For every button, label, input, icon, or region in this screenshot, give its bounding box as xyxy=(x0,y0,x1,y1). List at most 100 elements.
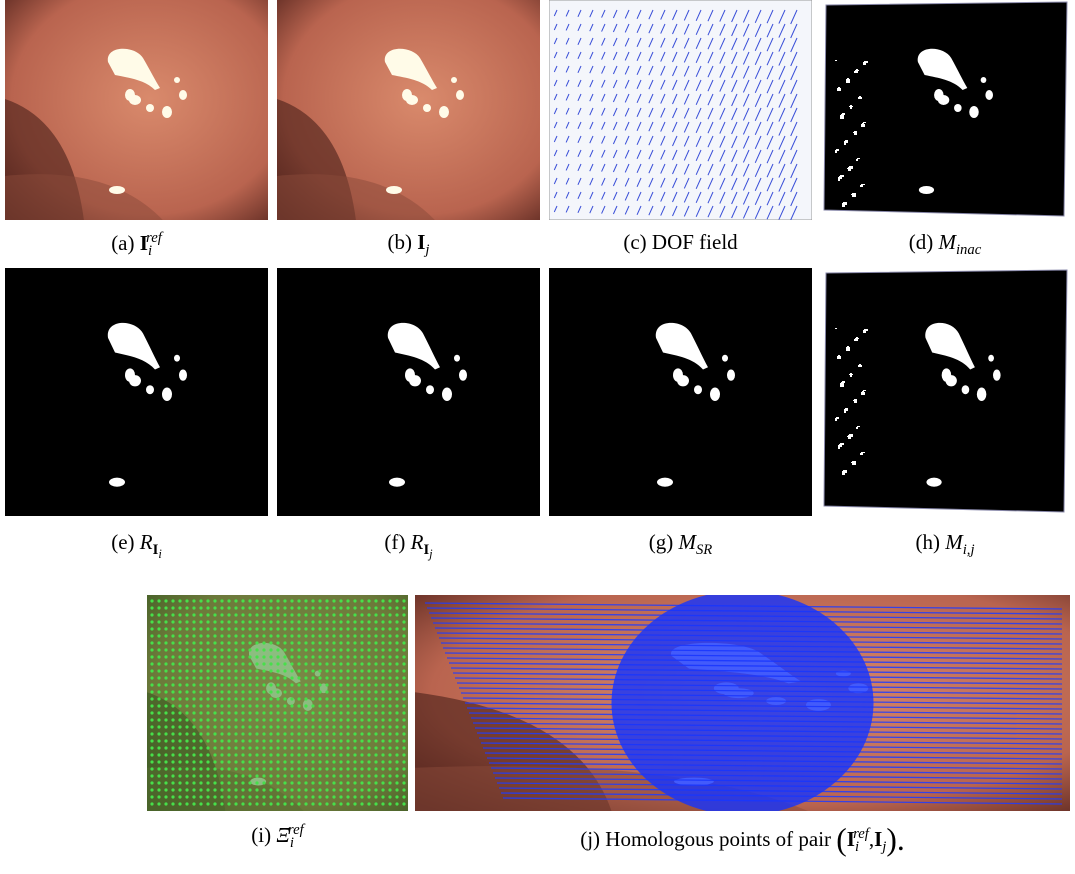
grid-point xyxy=(227,627,231,631)
flow-vector xyxy=(612,51,618,61)
flow-vector xyxy=(636,121,642,132)
grid-point xyxy=(192,788,196,792)
math-base: R xyxy=(139,530,153,554)
grid-point xyxy=(157,788,161,792)
highlight xyxy=(969,106,979,118)
grid-point xyxy=(332,802,336,806)
grid-point xyxy=(395,669,399,673)
flow-vector xyxy=(719,107,726,120)
grid-point xyxy=(213,795,217,799)
grid-point xyxy=(297,599,301,603)
grid-point xyxy=(255,662,259,666)
grid-point xyxy=(262,690,266,694)
grid-point xyxy=(171,760,175,764)
grid-point xyxy=(241,711,245,715)
grid-point xyxy=(185,774,189,778)
grid-point xyxy=(178,753,182,757)
grid-point xyxy=(339,767,343,771)
grid-point xyxy=(388,655,392,659)
grid-point xyxy=(367,648,371,652)
grid-point xyxy=(234,690,238,694)
grid-point xyxy=(234,648,238,652)
grid-point xyxy=(192,795,196,799)
grid-point xyxy=(206,634,210,638)
grid-point xyxy=(346,760,350,764)
grid-point xyxy=(213,613,217,617)
grid-point xyxy=(318,795,322,799)
highlight xyxy=(454,354,460,362)
grid-point xyxy=(220,690,224,694)
flow-vector xyxy=(624,51,630,61)
flow-vector xyxy=(612,163,618,173)
grid-point xyxy=(269,802,273,806)
grid-point xyxy=(360,683,364,687)
grid-point xyxy=(388,718,392,722)
grid-point xyxy=(318,606,322,610)
noise xyxy=(861,124,865,127)
noise xyxy=(839,176,842,179)
grid-point xyxy=(318,732,322,736)
highlight xyxy=(926,477,942,487)
grid-point xyxy=(178,662,182,666)
grid-point xyxy=(388,641,392,645)
flow-vector xyxy=(589,65,594,74)
grid-point xyxy=(157,655,161,659)
grid-point xyxy=(213,641,217,645)
grid-point xyxy=(318,753,322,757)
grid-point xyxy=(178,802,182,806)
grid-point xyxy=(241,746,245,750)
flow-vector xyxy=(719,37,726,50)
grid-point xyxy=(255,599,259,603)
grid-point xyxy=(339,802,343,806)
grid-point xyxy=(185,697,189,701)
grid-point xyxy=(255,613,259,617)
grid-point xyxy=(213,774,217,778)
highlight xyxy=(107,48,160,90)
grid-point xyxy=(318,669,322,673)
grid-point xyxy=(374,732,378,736)
grid-point xyxy=(325,704,329,708)
grid-point xyxy=(402,690,406,694)
flow-vector xyxy=(577,121,582,130)
grid-point xyxy=(269,725,273,729)
grid-point xyxy=(227,620,231,624)
grid-point xyxy=(297,697,301,701)
grid-point xyxy=(332,648,336,652)
flow-vector xyxy=(612,177,618,187)
grid-point xyxy=(206,739,210,743)
grid-point xyxy=(283,676,287,680)
grid-point xyxy=(318,788,322,792)
grid-point xyxy=(395,704,399,708)
dense-lines xyxy=(611,595,874,811)
grid-point xyxy=(353,690,357,694)
grid-point xyxy=(248,669,252,673)
highlight xyxy=(423,104,431,112)
noise xyxy=(858,97,862,99)
grid-point xyxy=(262,634,266,638)
flow-vector xyxy=(790,107,798,123)
flow-vector xyxy=(589,37,594,46)
grid-point xyxy=(269,732,273,736)
grid-point xyxy=(157,760,161,764)
grid-point xyxy=(374,620,378,624)
noise xyxy=(854,339,857,341)
flow-vector xyxy=(719,9,726,22)
grid-point xyxy=(381,697,385,701)
grid-point xyxy=(332,662,336,666)
grid-point xyxy=(255,753,259,757)
grid-point xyxy=(297,753,301,757)
grid-point xyxy=(374,662,378,666)
flow-vector xyxy=(754,107,762,122)
flow-vector xyxy=(695,163,702,176)
grid-point xyxy=(206,781,210,785)
grid-point xyxy=(227,704,231,708)
flow-vector xyxy=(553,93,558,101)
grid-point xyxy=(234,746,238,750)
grid-point xyxy=(248,627,252,631)
grid-point xyxy=(318,739,322,743)
grid-point xyxy=(199,704,203,708)
flow-vector xyxy=(754,163,762,178)
flow-vector xyxy=(742,65,750,79)
flow-vector xyxy=(601,177,606,186)
grid-point xyxy=(248,613,252,617)
